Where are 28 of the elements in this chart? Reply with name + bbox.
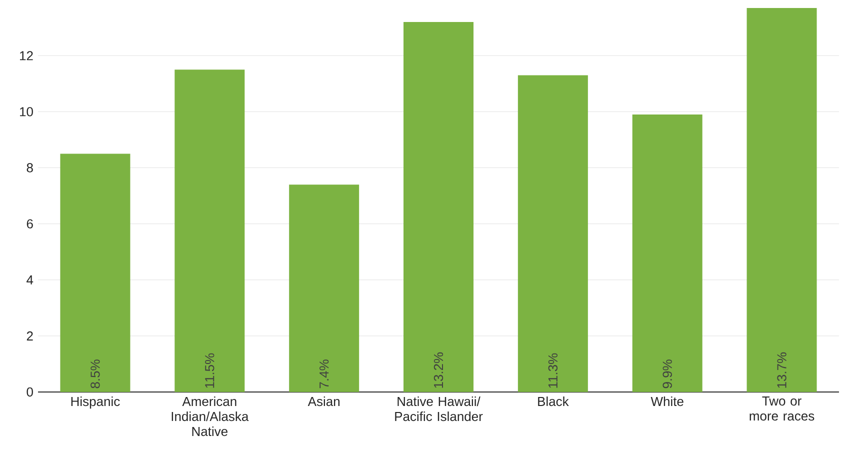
data-label: 11.5%	[205, 353, 214, 388]
y-tick-label: 8	[26, 163, 33, 172]
y-tick-label: 12	[20, 51, 33, 60]
data-label: 13.2%	[434, 352, 444, 388]
data-label: 8.5%	[90, 360, 100, 388]
bar	[404, 22, 474, 392]
y-tick-label: 4	[26, 275, 34, 284]
x-tick-label: Asian	[308, 396, 340, 406]
y-tick-label: 2	[26, 331, 33, 340]
bar	[174, 70, 245, 392]
x-tick-label: White	[650, 396, 684, 406]
data-label: 13.7%	[777, 352, 786, 388]
data-label: 9.9%	[662, 360, 672, 388]
x-tick-label: Two or more races	[750, 396, 814, 421]
bar	[289, 184, 360, 392]
x-tick-label: American Indian/Alaska Native	[172, 396, 249, 436]
y-tick-label: 0	[26, 387, 33, 397]
bar	[632, 114, 702, 392]
x-tick-label: Native Hawaii/ Pacific Islander	[395, 396, 483, 422]
x-tick-label: Black	[538, 396, 569, 406]
y-tick-label: 10	[20, 107, 33, 116]
data-label: 7.4%	[320, 360, 329, 388]
x-tick-label: Hispanic	[71, 396, 120, 409]
bar	[746, 8, 817, 392]
bar	[518, 75, 588, 392]
data-label: 11.3%	[548, 353, 558, 388]
bar	[60, 154, 130, 392]
y-tick-label: 6	[26, 219, 33, 228]
